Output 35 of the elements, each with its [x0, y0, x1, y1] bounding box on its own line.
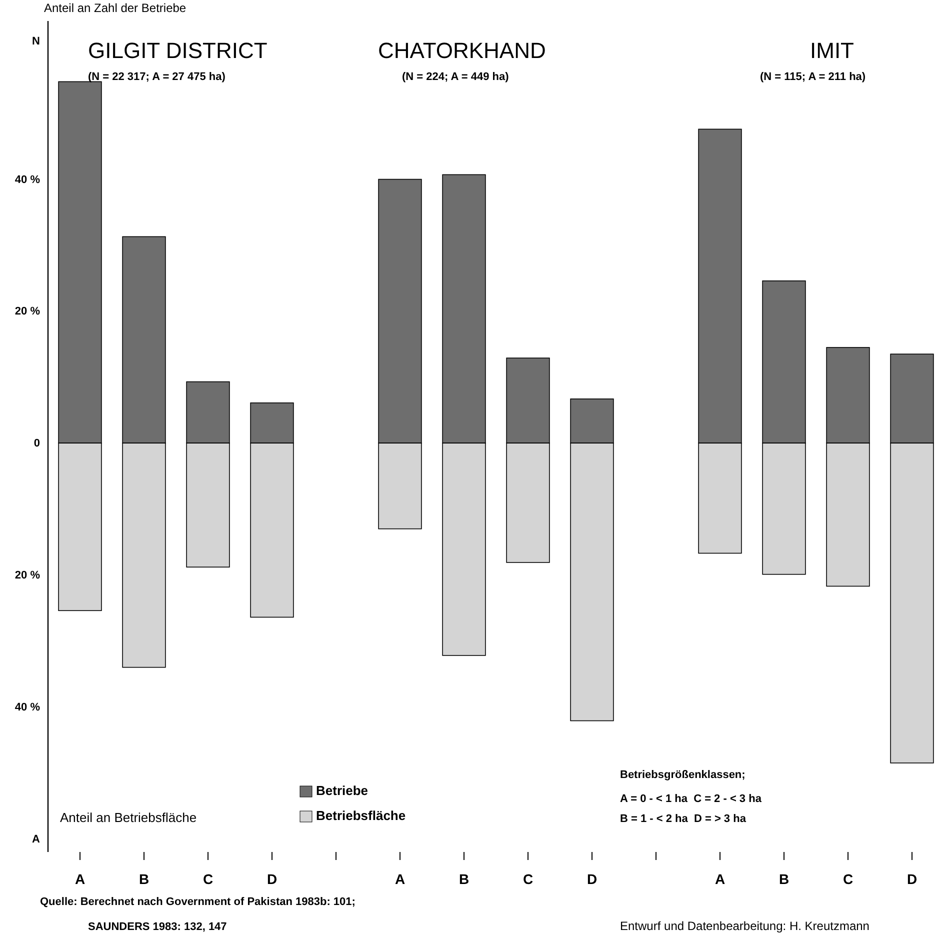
annotation: (N = 22 317; A = 27 475 ha) [88, 71, 226, 83]
x-tick-label: B [138, 870, 150, 887]
y-tick-label: A [32, 833, 40, 846]
annotation: Anteil an Betriebsfläche [60, 810, 197, 825]
y-tick-label: N [32, 35, 40, 48]
legend-label: Betriebe [316, 783, 368, 798]
x-tick-label: D [906, 870, 918, 887]
y-tick-label: 20 % [14, 306, 40, 318]
y-tick-label: 20 % [14, 570, 40, 582]
text: Entwurf und Datenbearbeitung: H. Kreutzmann [620, 919, 870, 933]
x-tick-label: C [522, 870, 534, 887]
y-tick-label: 40 % [14, 174, 40, 186]
x-tick-label: B [458, 870, 470, 887]
annotation: CHATORKHAND [378, 38, 546, 63]
y-tick-label: 0 [34, 438, 40, 450]
x-tick-label: B [778, 870, 790, 887]
annotation: IMIT [810, 38, 854, 63]
legend-label: Betriebsfläche [316, 808, 406, 823]
x-tick-label: A [394, 870, 406, 887]
source-note: Quelle: Berechnet nach Government of Pakistan 1983b: 101; [40, 896, 356, 908]
x-tick-label: A [714, 870, 726, 887]
annotation: A = 0 - < 1 ha C = 2 - < 3 ha [620, 793, 762, 805]
text: SAUNDERS 1983: 132, 147 [88, 921, 227, 933]
y-axis-title: Anteil an Zahl der Betriebe [44, 1, 186, 15]
x-tick-label: C [202, 870, 214, 887]
x-tick-label: D [266, 870, 278, 887]
annotation: B = 1 - < 2 ha D = > 3 ha [620, 813, 747, 825]
annotation: (N = 224; A = 449 ha) [402, 71, 510, 83]
y-tick-label: 40 % [14, 701, 40, 714]
annotation: (N = 115; A = 211 ha) [760, 71, 866, 83]
annotation: Betriebsgrößenklassen; [620, 769, 746, 781]
x-tick-label: C [842, 870, 854, 887]
x-tick-label: D [586, 870, 598, 887]
annotation: GILGIT DISTRICT [88, 38, 268, 63]
x-tick-label: A [74, 870, 86, 887]
